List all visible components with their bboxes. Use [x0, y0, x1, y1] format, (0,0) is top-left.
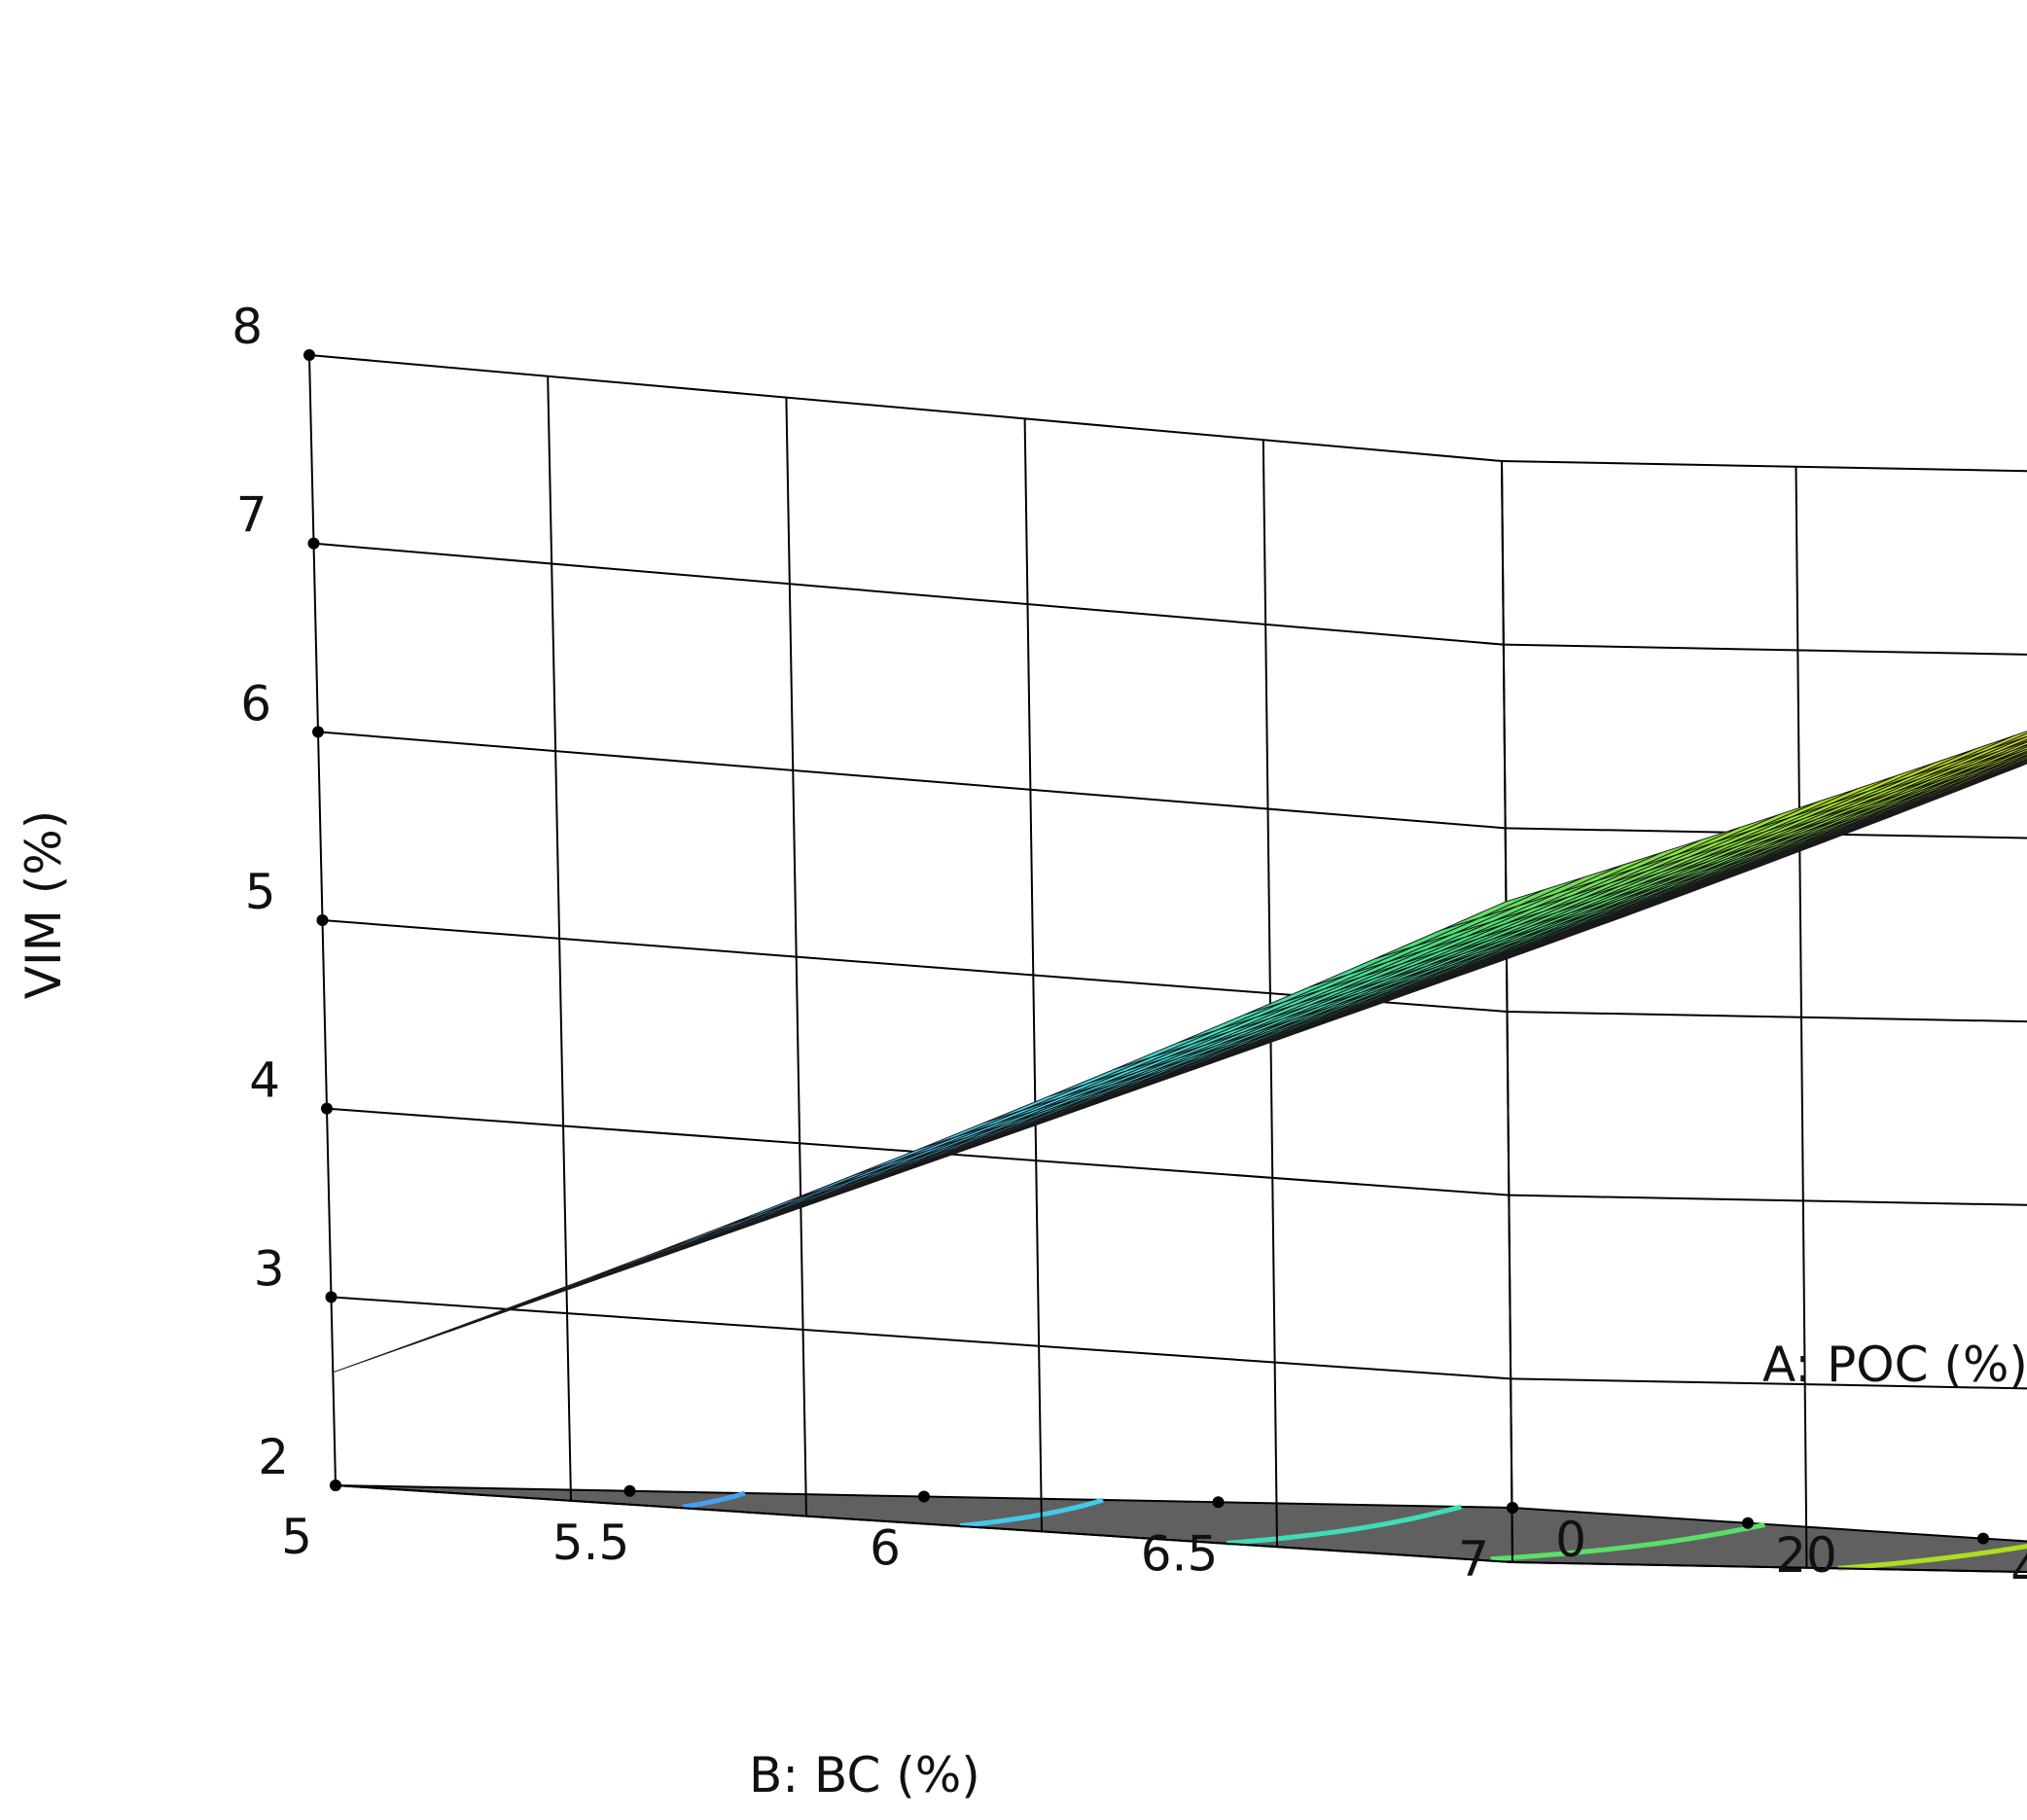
- back-wall-hline: [1503, 643, 2027, 656]
- x-tick-dot: [1742, 1517, 1754, 1529]
- z-tick-label: 7: [236, 487, 267, 544]
- z-tick-label: 3: [254, 1240, 285, 1297]
- side-wall-hline: [331, 1296, 1511, 1380]
- z-tick-label: 8: [231, 299, 263, 355]
- y-tick-label: 5.5: [552, 1515, 630, 1571]
- back-wall-hline: [1509, 1194, 2027, 1206]
- z-tick-dot: [325, 1291, 338, 1303]
- contour-line-1: [959, 1497, 1104, 1529]
- contour-line-4: [1837, 1544, 2027, 1571]
- y-axis-title: B: BC (%): [749, 1747, 980, 1803]
- back-wall-hline: [1505, 827, 2027, 839]
- contour-line-3: [1490, 1522, 1765, 1562]
- y-tick-label: 7: [1458, 1531, 1489, 1588]
- y-tick-dot: [330, 1480, 341, 1491]
- contour-line-2: [1227, 1504, 1463, 1546]
- grid-walls: [308, 354, 2027, 1574]
- x-tick-label: 40: [2010, 1543, 2027, 1599]
- z-tick-dot: [312, 726, 324, 738]
- back-wall-hline: [1511, 1377, 2027, 1390]
- z-axis-title: VIM (%): [16, 810, 72, 1000]
- z-tick-label: 5: [245, 864, 276, 920]
- back-wall-hline: [1501, 460, 2027, 473]
- z-tick-label: 4: [249, 1053, 280, 1109]
- response-surface: [333, 731, 2027, 1374]
- back-wall-hline: [1507, 1011, 2027, 1023]
- y-tick-label: 5: [281, 1509, 312, 1565]
- z-tick-label: 6: [240, 675, 271, 732]
- side-wall-hline: [308, 354, 1503, 462]
- y-tick-dot: [918, 1490, 930, 1503]
- floor-contours: [682, 1490, 2027, 1571]
- x-tick-dot: [1507, 1502, 1518, 1514]
- y-tick-dot: [1212, 1496, 1225, 1509]
- z-tick-dot: [316, 914, 329, 926]
- y-tick-dot: [623, 1484, 636, 1497]
- x-tick-label: 0: [1555, 1512, 1586, 1568]
- side-wall-hline: [317, 731, 1506, 830]
- x-tick-label: 20: [1775, 1527, 1837, 1584]
- z-tick-label: 2: [258, 1429, 289, 1485]
- z-tick-dot: [303, 349, 315, 361]
- z-tick-dot: [307, 537, 320, 550]
- side-wall-hline: [335, 1484, 1513, 1563]
- y-tick-label: 6: [870, 1520, 901, 1577]
- contour-line-0: [682, 1490, 746, 1510]
- z-tick-dot: [321, 1102, 333, 1115]
- axes: [303, 349, 1989, 1545]
- surface-patch: [1460, 937, 1566, 976]
- y-tick-label: 6.5: [1141, 1525, 1219, 1582]
- x-tick-dot: [1977, 1532, 1989, 1545]
- x-axis-title: A: POC (%): [1762, 1337, 2027, 1393]
- back-wall-hline: [1511, 1561, 2027, 1574]
- side-wall-hline: [313, 542, 1504, 646]
